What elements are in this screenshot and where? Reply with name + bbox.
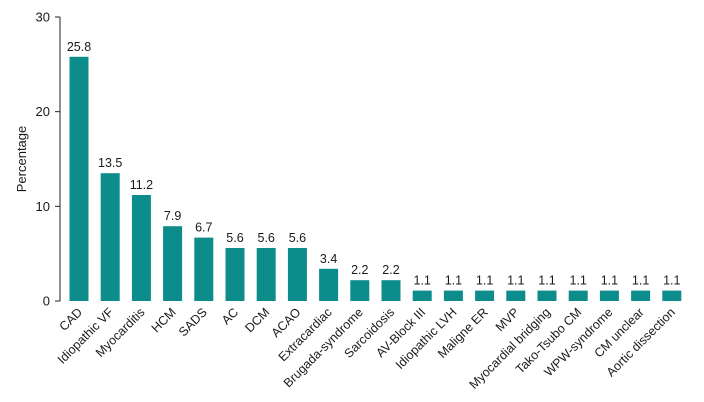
bar <box>631 290 651 301</box>
bar-value-label: 1.1 <box>445 274 462 288</box>
bar-value-label: 1.1 <box>414 274 431 288</box>
y-axis-title: Percentage <box>14 126 29 193</box>
bar-value-label: 1.1 <box>507 274 524 288</box>
bar-value-label: 1.1 <box>632 274 649 288</box>
y-axis: 0 10 20 30 <box>36 10 61 309</box>
y-tick-label: 30 <box>36 10 50 25</box>
bar <box>506 290 526 301</box>
bar-value-label: 5.6 <box>289 231 306 245</box>
bar-value-label: 11.2 <box>130 178 153 192</box>
bar <box>100 173 120 301</box>
bar <box>568 290 588 301</box>
bar-value-label: 5.6 <box>226 231 243 245</box>
bar-value-label: 25.8 <box>67 40 91 54</box>
bar <box>599 290 619 301</box>
y-tick-label: 0 <box>43 294 50 309</box>
bar-value-label: 13.5 <box>98 156 122 170</box>
bar <box>225 248 245 301</box>
bar <box>537 290 557 301</box>
bar-value-label: 7.9 <box>164 209 181 223</box>
bar-value-label: 5.6 <box>258 231 275 245</box>
category-label: SADS <box>176 305 210 339</box>
bar <box>287 248 307 301</box>
bar <box>194 237 214 301</box>
bar <box>256 248 276 301</box>
bar <box>381 280 401 301</box>
bar-value-label: 6.7 <box>195 221 212 235</box>
bar <box>131 195 151 301</box>
bar <box>475 290 495 301</box>
bar-value-label: 1.1 <box>538 274 555 288</box>
bars <box>69 56 682 301</box>
y-tick-label: 10 <box>36 199 50 214</box>
bar <box>443 290 463 301</box>
bar-value-label: 1.1 <box>601 274 618 288</box>
bar-value-labels: 25.8 13.5 11.2 7.9 6.7 5.6 5.6 5.6 3.4 2.2 2.2 1.1 1… <box>67 40 681 288</box>
bar-value-label: 2.2 <box>382 263 399 277</box>
bar <box>662 290 682 301</box>
bar-value-label: 2.2 <box>351 263 368 277</box>
category-label: HCM <box>149 305 179 335</box>
bar-value-label: 1.1 <box>663 274 680 288</box>
bar <box>319 268 339 301</box>
y-tick-label: 20 <box>36 104 50 119</box>
bar <box>350 280 370 301</box>
bar-value-label: 1.1 <box>476 274 493 288</box>
bar <box>69 56 89 301</box>
bar-value-label: 1.1 <box>570 274 587 288</box>
bar <box>412 290 432 301</box>
bar-value-label: 3.4 <box>320 252 337 266</box>
bar <box>163 226 183 301</box>
category-label: AC <box>219 305 241 327</box>
